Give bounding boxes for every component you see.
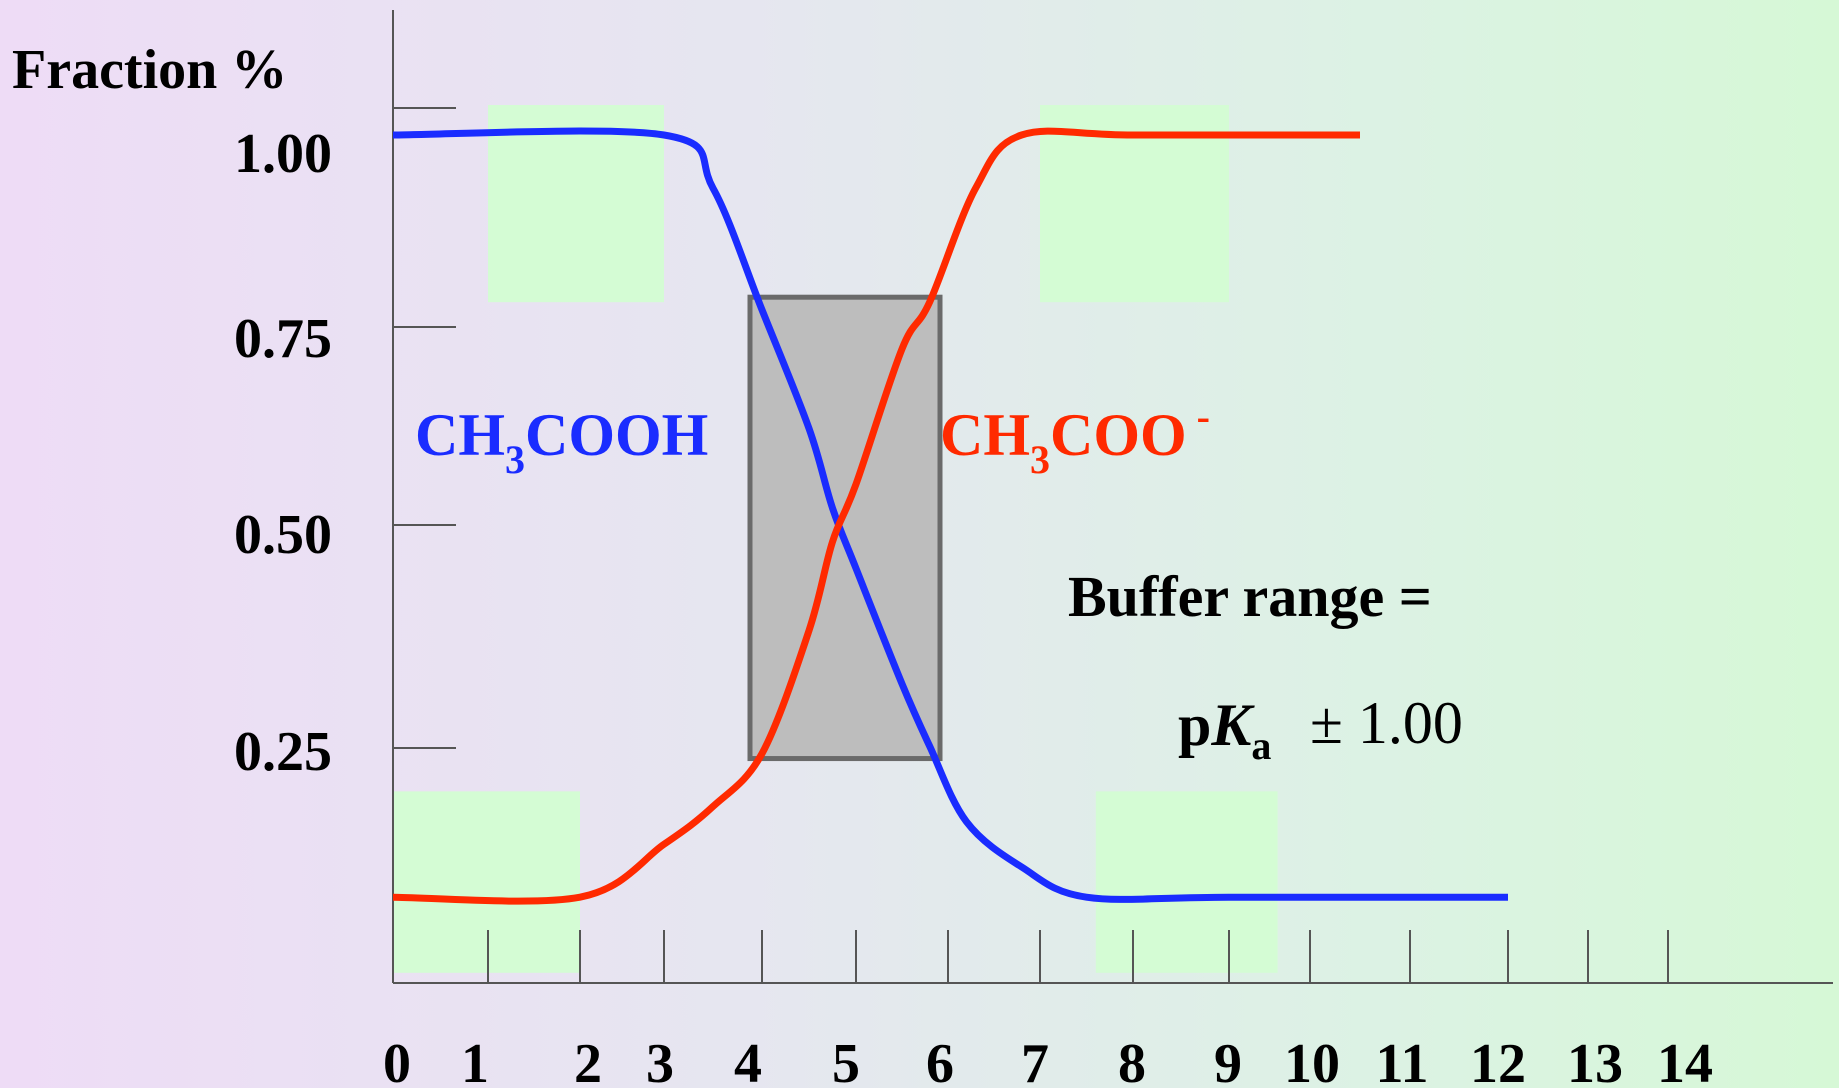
buffer-pm-text: ± 1.00 [1310,690,1463,756]
x-tick-label: 5 [832,1033,860,1088]
x-tick-labels: 0 1 2 3 4 5 6 7 8 9 10 11 12 13 14 [383,1033,1713,1088]
y-tick-marks [393,107,456,749]
highlight-region-2 [393,791,580,973]
series-line-acid [392,127,1508,903]
y-tick-label: 0.75 [234,308,332,370]
x-tick-label: 8 [1118,1033,1146,1088]
x-tick-marks [487,930,1669,983]
base-series-label: CH3COO - [940,394,1210,482]
y-tick-label: 0.25 [234,721,332,783]
x-tick-label: 7 [1021,1033,1049,1088]
series-line-base [392,127,1360,905]
y-tick-labels: 1.00 0.75 0.50 0.25 [234,123,332,783]
acid-series-label: CH3COOH [415,402,708,482]
y-axis-label: Fraction % [12,39,287,101]
buffer-range-box [747,294,943,762]
y-tick-label: 1.00 [234,123,332,185]
buffer-range-text: Buffer range = [1068,564,1432,629]
x-tick-label: 14 [1657,1033,1713,1088]
x-tick-label: 1 [461,1033,489,1088]
x-tick-label: 4 [734,1033,762,1088]
x-tick-label: 2 [574,1033,602,1088]
y-tick-label: 0.50 [234,504,332,566]
x-tick-label: 9 [1214,1033,1242,1088]
x-tick-label: 6 [926,1033,954,1088]
x-tick-label: 0 [383,1033,411,1088]
x-tick-label: 3 [646,1033,674,1088]
x-tick-label: 13 [1567,1033,1623,1088]
buffer-pka-text: pKa [1178,692,1271,768]
series-lines [392,127,1508,905]
x-tick-label: 12 [1470,1033,1526,1088]
highlight-region-3 [1095,791,1278,973]
x-tick-label: 10 [1284,1033,1340,1088]
highlight-region-0 [488,105,664,303]
x-tick-label: 11 [1376,1033,1429,1088]
